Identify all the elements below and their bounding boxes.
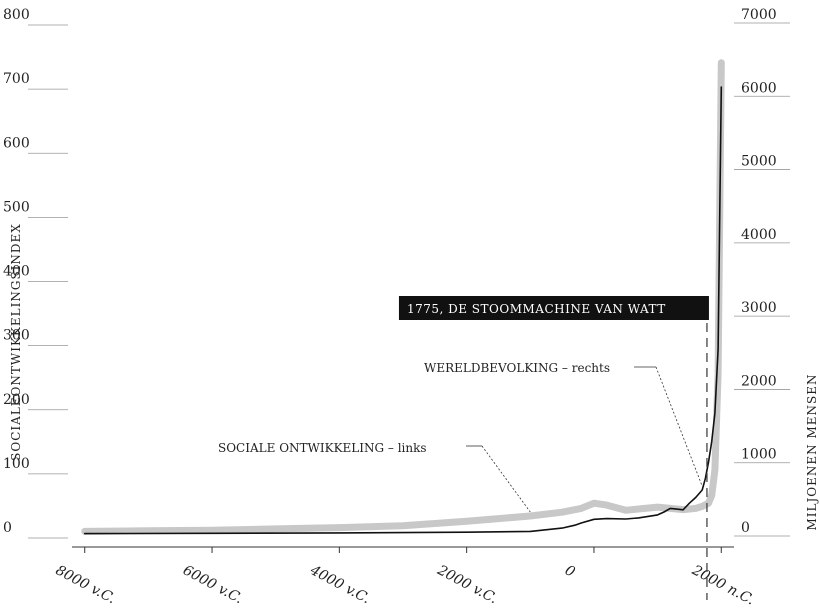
x-axis: 8000 v.C. 6000 v.C. 4000 v.C. 2000 v.C. 0 200… <box>53 546 758 609</box>
left-tick-label: 100 <box>3 456 30 472</box>
annotation-layer: WERELDBEVOLKING – rechts SOCIALE ONTWIKKE… <box>218 361 703 513</box>
x-tick-label: 0 <box>562 562 577 580</box>
annotation-leader <box>481 445 531 513</box>
right-tick-label: 3000 <box>741 300 777 316</box>
right-tick-label: 7000 <box>741 7 777 23</box>
left-tick-label: 300 <box>3 328 30 344</box>
right-tick-label: 4000 <box>741 227 777 243</box>
annotation-population: WERELDBEVOLKING – rechts <box>424 361 610 375</box>
left-tick-label: 0 <box>3 520 12 536</box>
right-tick-label: 5000 <box>741 154 777 170</box>
annotation-leader <box>655 366 703 487</box>
right-axis-ticks: 7000 6000 5000 4000 3000 2000 1000 0 <box>734 7 790 537</box>
right-tick-label: 6000 <box>741 80 777 96</box>
right-tick-label: 2000 <box>741 373 777 389</box>
event-layer: 1775, DE STOOMMACHINE VAN WATT <box>398 296 709 600</box>
series-line-population <box>83 86 723 535</box>
x-tick-label: 2000 v.C. <box>434 562 500 607</box>
left-tick-label: 400 <box>3 264 30 280</box>
event-label-box <box>398 296 709 320</box>
left-tick-label: 800 <box>3 7 30 23</box>
x-tick-label: 8000 v.C. <box>53 562 118 607</box>
left-tick-label: 600 <box>3 135 30 151</box>
right-tick-label: 1000 <box>741 447 777 463</box>
left-tick-label: 200 <box>3 392 30 408</box>
left-axis-ticks: 800 700 600 500 400 300 200 100 0 <box>3 7 68 539</box>
annotation-social-development: SOCIALE ONTWIKKELING – links <box>218 441 427 455</box>
left-tick-label: 500 <box>3 199 30 215</box>
right-tick-label: 0 <box>741 520 750 536</box>
series-layer <box>81 59 725 535</box>
event-label: 1775, DE STOOMMACHINE VAN WATT <box>407 302 666 316</box>
x-tick-label: 4000 v.C. <box>307 562 373 607</box>
left-axis-title: SOCIALEONTWIKKELINGSINDEX <box>9 223 23 461</box>
x-tick-label: 6000 v.C. <box>180 562 245 607</box>
series-line-social-development <box>81 59 725 535</box>
right-axis-title: MILJOENEN MENSEN <box>805 373 819 530</box>
left-tick-label: 700 <box>3 71 30 87</box>
x-tick-label: 2000 n.C. <box>689 562 758 609</box>
